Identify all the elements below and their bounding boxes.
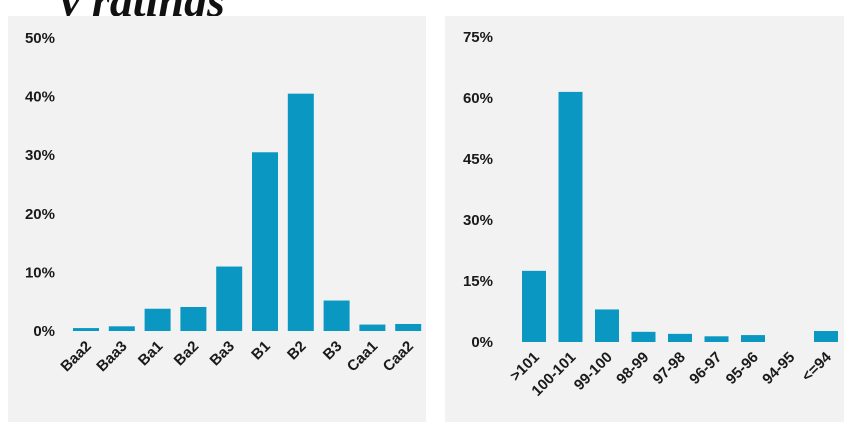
x-category-label: B3 (320, 338, 346, 364)
price-bar (668, 333, 692, 342)
rating-bar (252, 152, 278, 331)
rating-bar (73, 328, 99, 331)
y-tick-label: 40% (25, 89, 55, 106)
y-tick-label: 60% (463, 90, 493, 107)
price-distribution-chart: 0%15%30%45%60%75%>101100-10199-10098-999… (463, 29, 838, 400)
price-bar (558, 91, 583, 343)
x-category-label: 99-100 (571, 349, 616, 394)
rating-bar (144, 308, 171, 331)
y-tick-label: 30% (25, 147, 55, 164)
rating-distribution-panel: 0% 10% 20% 30% 40% 50% Baa2 Baa3 Ba1 Ba2 Ba3 B1 B2 B3… (8, 16, 426, 422)
price-bar (704, 336, 729, 342)
y-tick-label: 75% (463, 29, 493, 46)
x-category-label: Caa1 (344, 338, 381, 375)
y-tick-label: 0% (471, 334, 493, 351)
price-bar (522, 270, 546, 342)
rating-bar (108, 326, 135, 331)
y-tick-label: 10% (25, 264, 55, 281)
rating-bar (323, 300, 350, 331)
x-category-label: B1 (248, 338, 274, 364)
x-category-label: <=94 (799, 348, 836, 385)
rating-bar (359, 324, 386, 331)
x-category-label: 94-95 (759, 349, 798, 388)
price-bar (741, 335, 765, 342)
price-bar (595, 309, 619, 342)
x-category-label: 96-97 (686, 349, 725, 388)
price-distribution-panel: 0% 15% 30% 45% 60% 75% >101 100-101 99-100 98-99 9… (445, 16, 844, 422)
x-category-label: B2 (284, 338, 310, 364)
x-category-label: Ba2 (171, 338, 202, 369)
x-category-label: 95-96 (723, 349, 762, 388)
y-tick-label: 45% (463, 151, 493, 168)
rating-bar (287, 93, 314, 331)
y-tick-label: 50% (25, 30, 55, 47)
y-tick-label: 15% (463, 273, 493, 290)
x-category-label: Baa3 (93, 338, 130, 375)
x-category-label: Baa2 (57, 338, 94, 375)
x-category-label: Ba1 (135, 338, 166, 369)
y-tick-label: 0% (33, 323, 55, 340)
x-category-label: 98-99 (613, 349, 652, 388)
rating-bar (395, 323, 422, 331)
x-category-label: 97-98 (650, 349, 689, 388)
price-bar (631, 331, 656, 342)
x-category-label: Caa2 (380, 338, 417, 375)
y-tick-label: 20% (25, 206, 55, 223)
rating-bar (216, 266, 243, 331)
x-category-label: Ba3 (207, 338, 238, 369)
y-tick-label: 30% (463, 212, 493, 229)
rating-bar (180, 306, 207, 331)
price-bar (814, 331, 838, 342)
